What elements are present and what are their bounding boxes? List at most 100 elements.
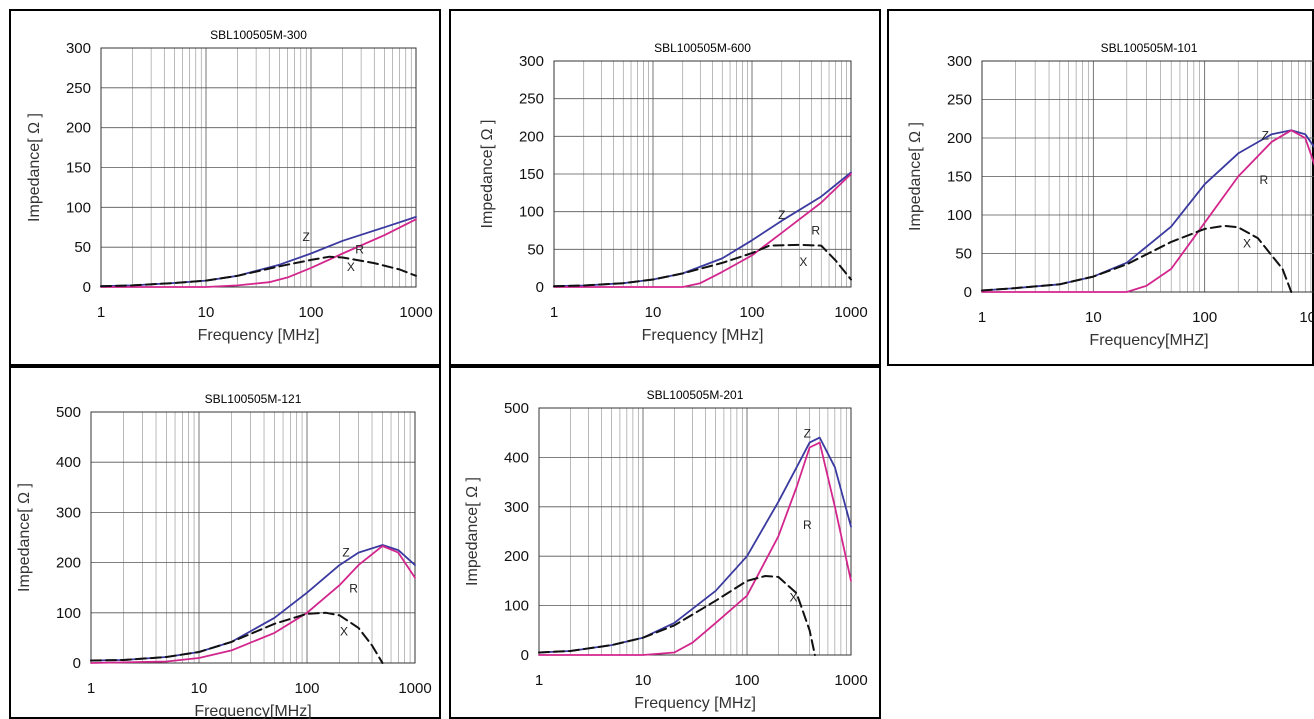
x-axis-label: Frequency[MHz] [194,703,311,719]
y-tick-label: 400 [504,449,529,466]
plot-frame [90,411,416,664]
series-z-line [100,215,417,288]
y-tick-label: 200 [56,555,81,572]
y-axis-label: Impedance[ Ω ] [464,477,481,586]
curve-label: X [799,255,807,269]
series-x-line [100,255,417,288]
x-tick-label: 1000 [399,304,432,321]
series-z-line [538,436,852,654]
y-tick-label: 200 [66,120,91,137]
series-r-line [90,545,416,664]
x-axis-label: Frequency [MHz] [198,327,320,344]
x-tick-label: 1000 [834,304,867,321]
x-tick-label: 100 [734,672,759,689]
y-axis-label: Impedance[ Ω ] [26,113,43,222]
chart-panel-4: SBL100505M-121 1 10 100 1000 0 100 200 300 400 500… [9,366,441,719]
curve-label: X [1243,236,1251,250]
curve-label: Z [303,230,310,244]
y-axis-label: Impedance[ Ω ] [907,122,924,231]
y-tick-label: 400 [56,454,81,471]
x-tick-label: 10 [198,304,215,321]
curve-label: R [349,582,358,596]
curve-label: Z [342,546,349,560]
x-tick-label: 1000 [834,672,867,689]
series-x-line [981,224,1293,293]
y-tick-label: 0 [521,647,529,664]
x-axis-label: Frequency[MHZ] [1089,332,1208,349]
y-tick-label: 200 [504,548,529,565]
y-tick-label: 200 [947,130,972,147]
curve-label: R [1260,173,1269,187]
y-tick-label: 200 [519,128,544,145]
chart-panel-1: SBL100505M-300 1 10 100 1000 0 50 100 150 200 250 3… [9,9,441,366]
y-tick-label: 0 [964,284,972,301]
x-tick-label: 10 [645,304,662,321]
x-tick-label: 100 [298,304,323,321]
y-axis-label: Impedance[ Ω ] [479,120,496,229]
y-tick-label: 300 [56,504,81,521]
x-tick-label: 10 [191,680,208,697]
x-tick-label: 1000 [398,680,431,697]
y-tick-label: 300 [66,40,91,57]
x-tick-label: 1 [87,680,95,697]
plot-frame [100,47,417,288]
plot-frame [981,60,1314,293]
chart-title: SBL100505M-600 [654,41,751,55]
y-tick-label: 250 [66,80,91,97]
y-tick-label: 500 [504,400,529,417]
curve-label: Z [1262,129,1269,143]
x-tick-label: 10 [1085,309,1102,326]
chart-panel-2: SBL100505M-600 1 10 100 1000 0 50 100 150 200 250 3… [449,9,881,366]
x-tick-label: 100 [294,680,319,697]
curve-label: Z [804,427,811,441]
y-tick-label: 50 [527,241,544,258]
curve-label: R [803,518,812,532]
x-tick-label: 100 [739,304,764,321]
x-tick-label: 1 [97,304,105,321]
series-x-line [538,575,816,656]
curve-label: X [347,260,355,274]
x-tick-label: 1 [550,304,558,321]
series-x-line [90,611,384,664]
curve-label: X [340,624,348,638]
series-r-line [100,218,417,288]
impedance-chart-1: SBL100505M-300 1 10 100 1000 0 50 100 150 200 250 3… [26,28,433,344]
impedance-chart-5: SBL100505M-201 1 10 100 1000 0 100 200 300 400 500… [464,388,868,712]
curve-label: Z [778,208,785,222]
series-r-line [538,441,852,656]
y-tick-label: 0 [83,279,91,296]
y-tick-label: 100 [66,199,91,216]
x-tick-label: 100 [1192,309,1217,326]
series-r-line [981,129,1314,293]
y-tick-label: 250 [947,92,972,109]
plot-frame [538,407,852,656]
y-tick-label: 50 [955,246,972,263]
curve-label: R [811,223,820,237]
y-tick-label: 150 [947,169,972,186]
x-tick-label: 10 [635,672,652,689]
x-tick-label: 1 [978,309,986,326]
chart-title: SBL100505M-121 [205,392,302,406]
chart-panel-3: SBL100505M-101 1 10 100 1000 0 50 100 150 200 250 3… [887,9,1314,366]
y-tick-label: 300 [947,53,972,70]
chart-panel-5: SBL100505M-201 1 10 100 1000 0 100 200 300 400 500… [449,366,881,719]
impedance-chart-3: SBL100505M-101 1 10 100 1000 0 50 100 150 200 250 3… [907,41,1314,349]
y-tick-label: 150 [66,160,91,177]
y-tick-label: 100 [519,204,544,221]
series-r-line [553,173,852,288]
y-tick-label: 300 [504,499,529,516]
x-tick-label: 1 [535,672,543,689]
y-tick-label: 500 [56,404,81,421]
y-tick-label: 0 [73,655,81,672]
x-tick-label: 1000 [1299,309,1314,326]
y-tick-label: 100 [504,598,529,615]
y-axis-label: Impedance[ Ω ] [16,483,33,592]
x-axis-label: Frequency [MHz] [642,327,764,344]
chart-title: SBL100505M-201 [647,388,744,402]
y-tick-label: 50 [74,239,91,256]
chart-title: SBL100505M-300 [210,28,307,42]
y-tick-label: 150 [519,166,544,183]
series-x-line [553,243,852,288]
series-z-line [981,129,1314,292]
chart-title: SBL100505M-101 [1101,41,1198,55]
